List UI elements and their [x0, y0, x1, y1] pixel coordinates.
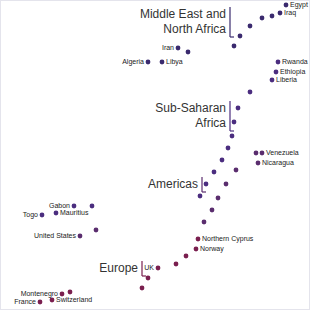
point-label: Libya [166, 58, 183, 66]
region-bar [229, 7, 230, 37]
region-bar-tick [230, 36, 234, 37]
point-label: Northern Cyprus [202, 235, 254, 243]
point-label: Algeria [122, 58, 144, 66]
point-label: UK [144, 264, 154, 271]
point [236, 106, 241, 111]
point [284, 3, 289, 8]
point [40, 213, 45, 218]
point [90, 204, 95, 209]
point-label: Iraq [284, 9, 296, 17]
point-label: Egypt [290, 1, 308, 9]
point-label: Norway [200, 245, 224, 253]
region-label: Sub-SaharanAfrica [155, 101, 226, 130]
point [156, 266, 161, 271]
point-label: Liberia [276, 76, 297, 83]
point [278, 11, 283, 16]
point [94, 228, 99, 233]
point [254, 151, 259, 156]
point [274, 70, 279, 75]
point [248, 24, 253, 29]
point-label: Switzerland [56, 296, 92, 303]
point [226, 146, 231, 151]
point [216, 196, 221, 201]
point [248, 90, 253, 95]
point [78, 234, 83, 239]
marks [38, 3, 289, 305]
point [50, 298, 55, 303]
point-label: United States [34, 232, 77, 239]
point [276, 60, 281, 65]
point [54, 211, 59, 216]
point [160, 60, 165, 65]
point-label: Gabon [49, 202, 70, 209]
point [220, 158, 225, 163]
point-label: Ethiopia [280, 68, 305, 76]
point [232, 120, 237, 125]
plot-frame [1, 1, 310, 310]
point-label: Iran [162, 44, 174, 51]
point [198, 194, 203, 199]
point [202, 220, 207, 225]
point [176, 46, 181, 51]
point [256, 161, 261, 166]
point [72, 204, 77, 209]
point [184, 254, 189, 259]
region-label: Americas [148, 177, 198, 191]
point [194, 247, 199, 252]
labels: EgyptIraq Iran Algeria Libya Middle East and… [14, 1, 308, 305]
region-bar-tick [202, 191, 206, 192]
point [238, 34, 243, 39]
point [186, 50, 191, 55]
point-label: Rwanda [282, 58, 308, 65]
point-label: Nicaragua [262, 159, 294, 167]
chart: EgyptIraq Iran Algeria Libya Middle East and… [0, 0, 310, 310]
point [234, 168, 239, 173]
point [146, 60, 151, 65]
point [260, 16, 265, 21]
point [140, 286, 145, 291]
point [260, 151, 265, 156]
region-label: Middle East andNorth Africa [140, 7, 226, 36]
point [204, 182, 209, 187]
region-bar-tick [230, 130, 234, 131]
region-bar-tick [142, 275, 146, 276]
region-label: Europe [99, 261, 138, 275]
point [68, 290, 73, 295]
point-label: Montenegro [21, 290, 58, 298]
point [212, 170, 217, 175]
region-bar [229, 101, 230, 131]
point [224, 182, 229, 187]
point [232, 44, 237, 49]
point [270, 78, 275, 83]
point [38, 300, 43, 305]
point [146, 276, 151, 281]
point [196, 237, 201, 242]
point [210, 208, 215, 213]
point [270, 14, 275, 19]
region-bar [141, 261, 142, 276]
region-bar [201, 177, 202, 192]
point-label: France [14, 298, 36, 305]
point [174, 262, 179, 267]
point-label: Mauritius [60, 209, 89, 216]
point [230, 134, 235, 139]
point-label: Togo [23, 211, 38, 219]
point-label: Venezuela [266, 149, 299, 156]
